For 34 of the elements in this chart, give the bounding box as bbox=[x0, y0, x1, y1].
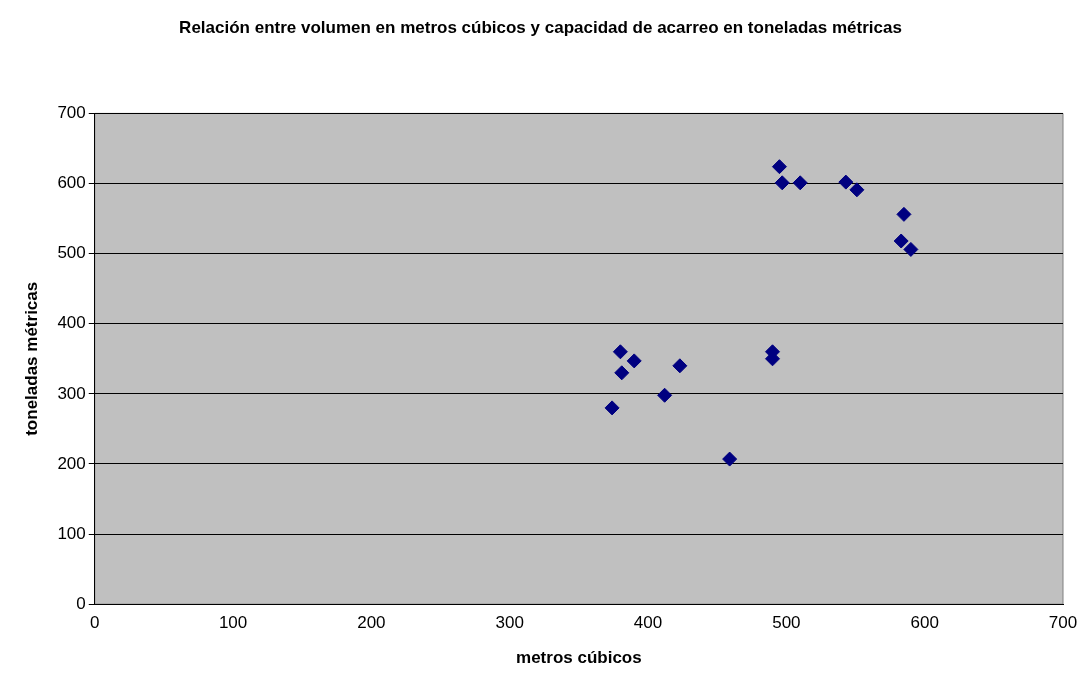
y-tick-label: 500 bbox=[57, 243, 86, 263]
point bbox=[771, 159, 787, 175]
point bbox=[612, 344, 628, 360]
x-tick-label: 700 bbox=[1048, 613, 1078, 633]
x-tick-label: 300 bbox=[495, 613, 524, 633]
x-tick-label: 400 bbox=[633, 613, 663, 633]
y-tick-label: 700 bbox=[57, 103, 86, 123]
y-tick-label: 600 bbox=[57, 173, 86, 193]
y-tick-label: 100 bbox=[57, 523, 86, 543]
x-tick-label: 600 bbox=[910, 613, 939, 633]
x-tick-label: 200 bbox=[357, 613, 386, 633]
point bbox=[838, 174, 854, 190]
point bbox=[614, 365, 630, 381]
y-tick-label: 0 bbox=[76, 593, 86, 613]
y-tick-label: 200 bbox=[57, 453, 86, 473]
y-tick-label: 300 bbox=[57, 383, 86, 403]
y-axis-title: toneladas métricas bbox=[21, 281, 41, 436]
x-tick-label: 100 bbox=[218, 613, 248, 633]
point bbox=[657, 387, 673, 403]
x-tick-label: 500 bbox=[772, 613, 801, 633]
point bbox=[774, 175, 790, 191]
point bbox=[672, 358, 688, 374]
point bbox=[626, 353, 642, 369]
point bbox=[893, 233, 909, 249]
point bbox=[896, 206, 912, 222]
point bbox=[903, 241, 919, 257]
x-tick-label: 0 bbox=[90, 613, 100, 633]
point bbox=[604, 400, 620, 416]
point bbox=[722, 451, 738, 467]
x-axis-title: metros cúbicos bbox=[516, 648, 642, 668]
point bbox=[792, 175, 808, 191]
y-tick-label: 400 bbox=[57, 313, 86, 333]
chart-title: Relación entre volumen en metros cúbicos y capacidad de acarreo en toneladas métricas bbox=[179, 17, 902, 37]
point bbox=[849, 182, 865, 198]
